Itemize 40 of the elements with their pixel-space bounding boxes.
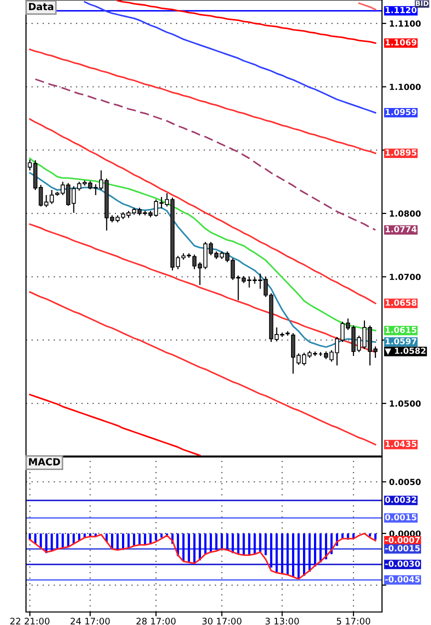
y-tick-label: 1.1100	[390, 20, 421, 27]
data-label: 1.0658	[386, 299, 416, 306]
line-series	[29, 48, 376, 154]
data-label: 1.0615	[386, 326, 416, 334]
line-series	[29, 291, 376, 446]
data-label: 1.0774	[386, 226, 417, 232]
ref-line-label: 0.0015	[385, 514, 416, 520]
x-tick-label: 5 17:00	[336, 618, 370, 625]
data-label: 1.1069	[386, 39, 416, 46]
data-label: 1.0895	[386, 149, 416, 156]
line-series	[34, 78, 376, 231]
line-series	[29, 118, 376, 304]
data-label: -0.0007	[385, 536, 420, 544]
x-tick-label: 3 13:00	[266, 618, 299, 625]
ref-line-label: -0.0015	[385, 545, 420, 552]
chart-title: Data	[29, 3, 54, 10]
line-series	[358, 2, 376, 10]
data-label: 1.0435	[386, 440, 416, 448]
data-label: 1.0597	[386, 338, 416, 344]
ref-line-label: 1.1120	[386, 6, 417, 14]
ref-line-label: 0.0032	[385, 496, 416, 503]
ref-line-label: -0.0030	[385, 560, 420, 567]
line-series	[116, 0, 376, 44]
x-tick-label: 22 21:00	[10, 618, 50, 625]
ref-line-label: -0.0045	[385, 576, 420, 582]
line-series	[29, 394, 201, 456]
text: ▼ 1.0582	[384, 348, 426, 355]
x-tick-label: 24 17:00	[70, 618, 110, 625]
data-label: 1.0959	[386, 108, 416, 116]
chart-title: MACD	[29, 458, 60, 466]
line-series	[84, 1, 376, 114]
line-series	[29, 532, 376, 580]
x-tick-label: 28 17:00	[136, 618, 176, 625]
y-tick-label: 1.0800	[390, 210, 421, 217]
y-tick-label: 0.0050	[389, 478, 421, 486]
x-tick-label: 30 17:00	[202, 618, 242, 625]
y-tick-label: 1.1000	[390, 84, 421, 90]
y-tick-label: 1.0700	[390, 274, 421, 280]
y-tick-label: 1.0500	[390, 400, 421, 407]
line-series	[29, 223, 376, 353]
